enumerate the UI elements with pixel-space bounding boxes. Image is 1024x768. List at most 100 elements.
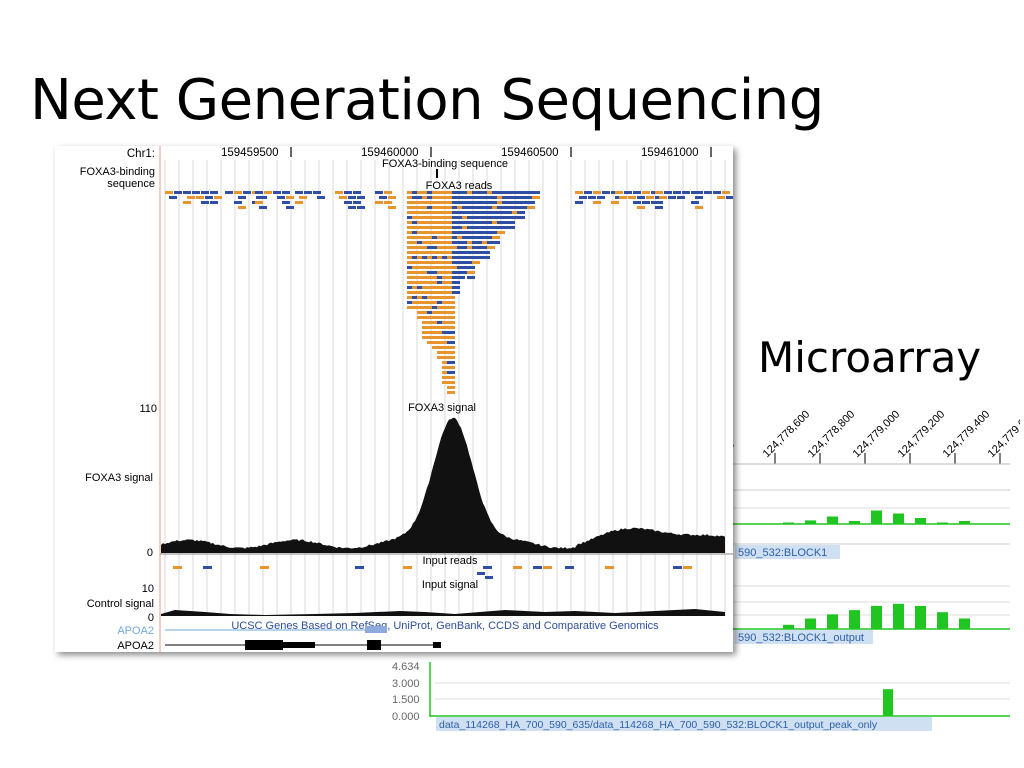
read: [442, 376, 450, 379]
control-max-label: 10: [142, 583, 154, 595]
read: [348, 196, 356, 199]
read: [628, 196, 636, 199]
read: [427, 261, 435, 264]
read: [497, 211, 505, 214]
read: [442, 261, 450, 264]
read: [422, 236, 430, 239]
read: [492, 241, 500, 244]
read: [432, 316, 440, 319]
read: [447, 386, 455, 389]
read: [467, 201, 475, 204]
read: [427, 191, 435, 194]
read: [432, 331, 440, 334]
read: [457, 191, 465, 194]
input-read: [543, 566, 552, 569]
gene-label-1[interactable]: APOA2: [117, 625, 154, 637]
read: [384, 201, 392, 204]
read: [472, 251, 480, 254]
read: [422, 206, 430, 209]
read: [457, 221, 465, 224]
read: [462, 206, 470, 209]
read: [417, 201, 425, 204]
read: [492, 196, 500, 199]
read: [472, 226, 480, 229]
read: [417, 241, 425, 244]
read: [512, 201, 520, 204]
read: [437, 301, 445, 304]
read: [384, 191, 392, 194]
read: [457, 196, 465, 199]
read: [467, 191, 475, 194]
read: [422, 331, 430, 334]
track2-label: 590_532:BLOCK1_output: [738, 632, 864, 644]
read: [487, 226, 495, 229]
read: [348, 206, 356, 209]
read: [447, 301, 455, 304]
read: [472, 261, 480, 264]
read: [174, 191, 182, 194]
slide-subtitle: Microarray: [758, 333, 982, 382]
read: [477, 251, 485, 254]
read: [407, 261, 415, 264]
read: [422, 296, 430, 299]
read: [447, 276, 455, 279]
read: [522, 191, 530, 194]
input-read: [605, 566, 614, 569]
read: [432, 211, 440, 214]
read: [462, 196, 470, 199]
read: [462, 236, 470, 239]
read: [437, 331, 445, 334]
read: [225, 191, 233, 194]
read: [462, 221, 470, 224]
read: [502, 221, 510, 224]
read: [427, 301, 435, 304]
read: [467, 271, 475, 274]
read: [457, 241, 465, 244]
read: [447, 266, 455, 269]
read: [472, 231, 480, 234]
track1-bar: [915, 518, 926, 524]
read: [477, 196, 485, 199]
track3-label: data_114268_HA_700_590_635/data_114268_H…: [439, 719, 878, 731]
read: [447, 201, 455, 204]
read: [575, 191, 583, 194]
read: [205, 196, 213, 199]
read: [492, 206, 500, 209]
read: [442, 316, 450, 319]
read: [447, 331, 455, 334]
read: [427, 226, 435, 229]
read: [427, 281, 435, 284]
input-read: [173, 566, 182, 569]
read: [427, 296, 435, 299]
read: [442, 256, 450, 259]
read: [432, 296, 440, 299]
read: [422, 281, 430, 284]
gene-label-2[interactable]: APOA2: [117, 640, 154, 652]
read: [201, 201, 209, 204]
read: [407, 241, 415, 244]
track2-bar: [893, 603, 904, 629]
read: [417, 226, 425, 229]
read: [427, 251, 435, 254]
read: [427, 201, 435, 204]
read: [196, 196, 204, 199]
read: [210, 201, 218, 204]
read: [437, 336, 445, 339]
read: [412, 306, 420, 309]
read: [507, 196, 515, 199]
read: [407, 266, 415, 269]
binding-center-label: FOXA3-binding sequence: [382, 158, 508, 170]
read: [447, 371, 455, 374]
read: [255, 201, 263, 204]
read: [442, 301, 450, 304]
read: [432, 246, 440, 249]
read: [432, 201, 440, 204]
read: [447, 261, 455, 264]
read: [527, 206, 535, 209]
microarray-axis-label: 124,779,000: [851, 408, 903, 460]
control-min-label: 0: [148, 612, 154, 624]
microarray-track-3: 4.634 3.000 1.500 0.000 data_114268_HA_7…: [392, 661, 1010, 731]
read: [517, 196, 525, 199]
read: [442, 246, 450, 249]
read: [432, 311, 440, 314]
